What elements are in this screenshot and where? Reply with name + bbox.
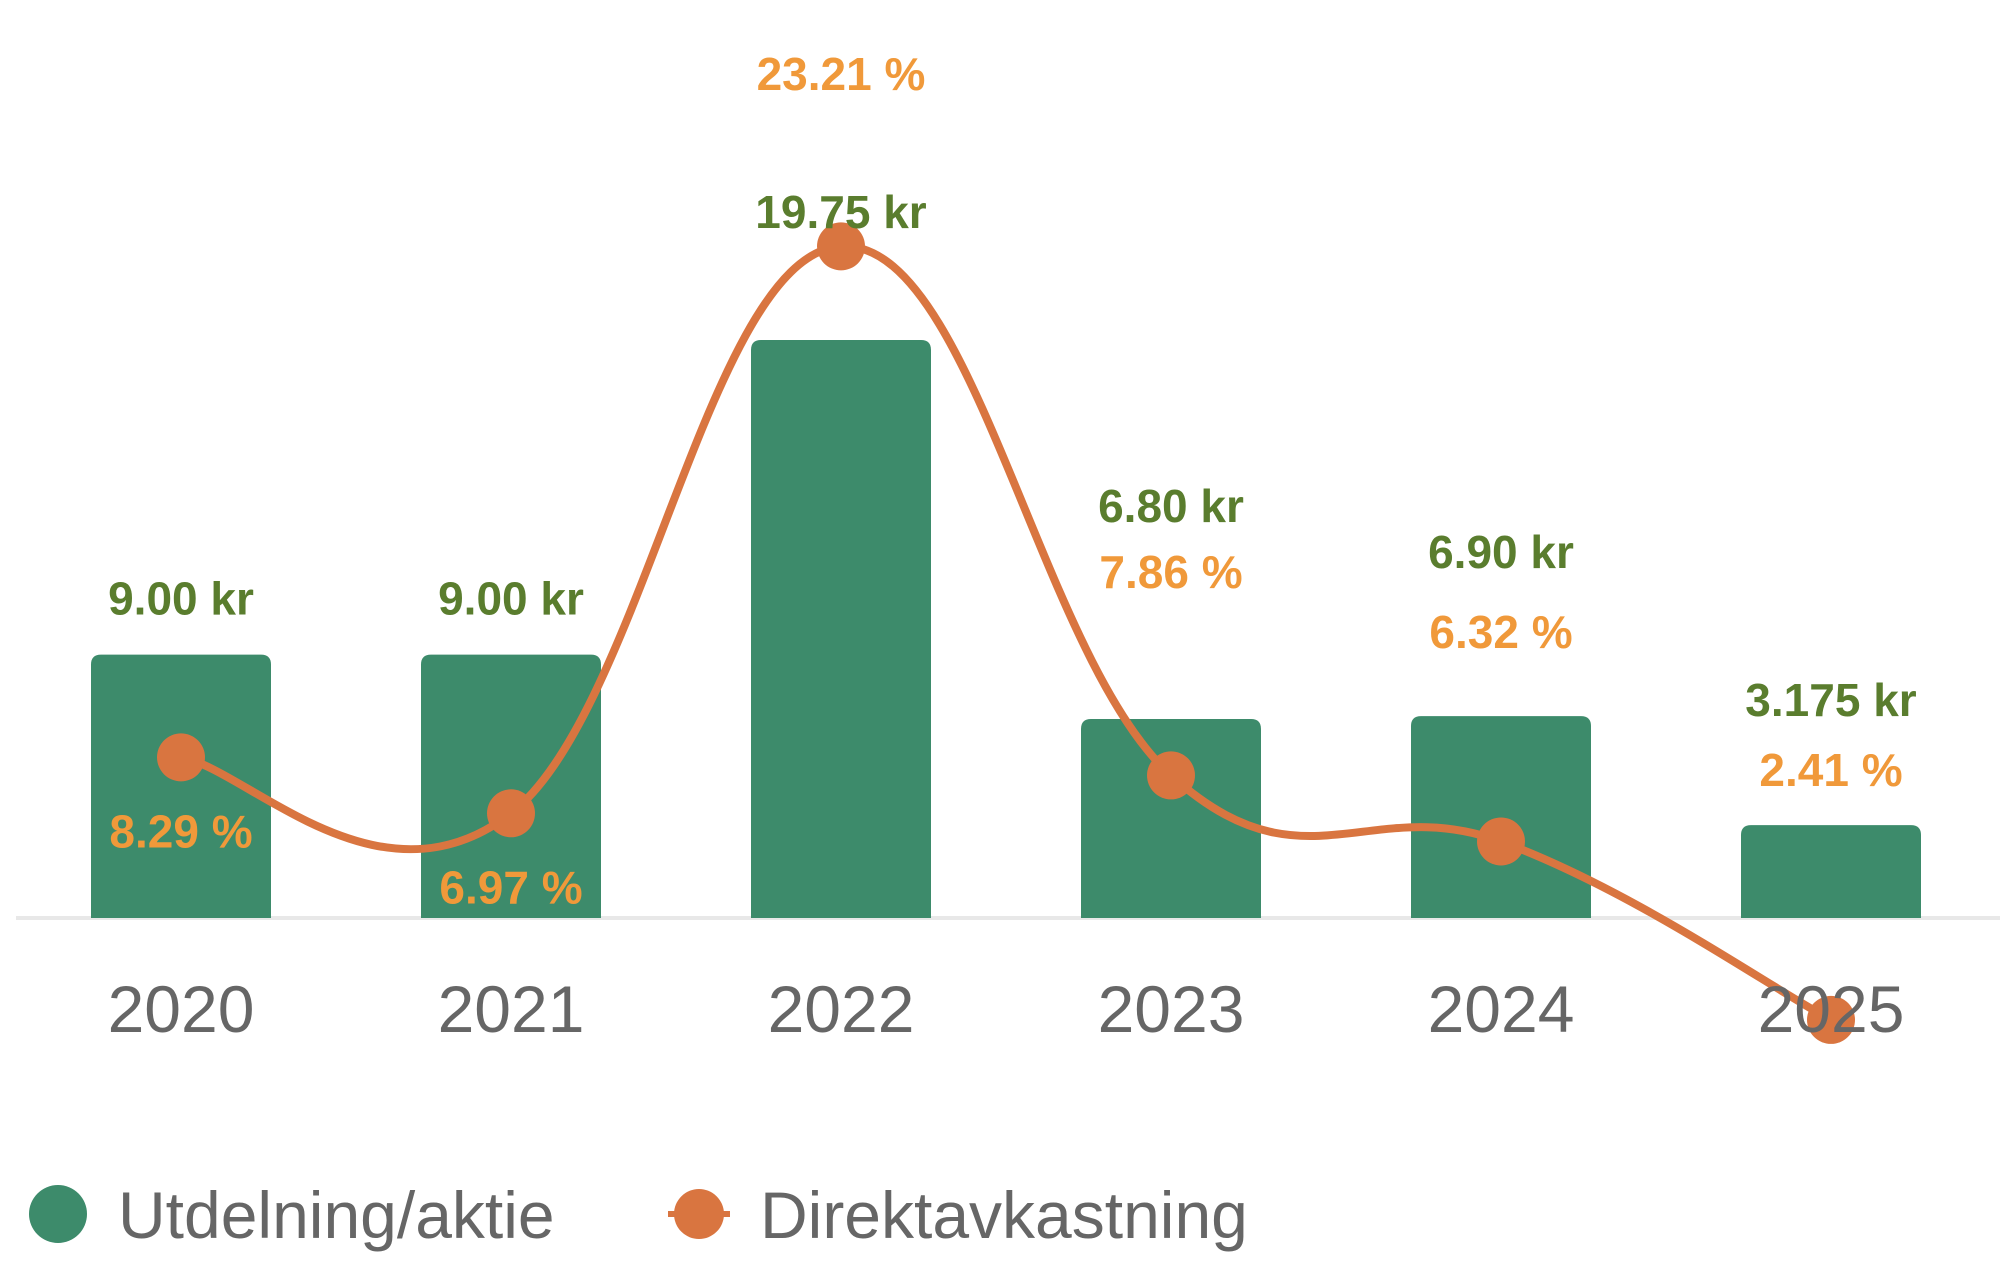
legend: Utdelning/aktie Direktavkastning xyxy=(29,1178,1248,1252)
yield-value-label-2025: 2.41 % xyxy=(1759,744,1902,796)
bar-value-label-2025: 3.175 kr xyxy=(1745,674,1916,726)
x-tick-2024: 2024 xyxy=(1428,972,1575,1046)
yield-point-2024[interactable] xyxy=(1477,817,1525,866)
yield-point-2022[interactable] xyxy=(817,222,865,271)
bar-2025[interactable] xyxy=(1741,825,1921,918)
legend-item-dividend[interactable]: Utdelning/aktie xyxy=(29,1178,555,1252)
bar-2023[interactable] xyxy=(1081,718,1261,918)
bar-value-label-2020: 9.00 kr xyxy=(108,573,254,625)
x-tick-2025: 2025 xyxy=(1758,972,1905,1046)
bar-2024[interactable] xyxy=(1411,716,1591,918)
legend-label-dividend: Utdelning/aktie xyxy=(118,1178,555,1252)
legend-marker-dividend xyxy=(29,1185,87,1243)
x-tick-2021: 2021 xyxy=(438,972,585,1046)
bar-value-label-2023: 6.80 kr xyxy=(1098,480,1244,532)
bar-value-label-2024: 6.90 kr xyxy=(1428,526,1574,578)
bar-2021[interactable] xyxy=(421,654,601,918)
legend-label-yield: Direktavkastning xyxy=(760,1178,1248,1252)
x-tick-2020: 2020 xyxy=(108,972,255,1046)
yield-value-label-2021: 6.97 % xyxy=(439,861,582,913)
legend-item-yield[interactable]: Direktavkastning xyxy=(668,1178,1248,1252)
yield-value-label-2020: 8.29 % xyxy=(109,805,252,857)
yield-value-label-2024: 6.32 % xyxy=(1429,606,1572,658)
yield-value-label-2022: 23.21 % xyxy=(757,48,926,100)
yield-point-2023[interactable] xyxy=(1147,751,1195,800)
bar-value-label-2021: 9.00 kr xyxy=(438,573,584,625)
yield-value-label-2023: 7.86 % xyxy=(1099,546,1242,598)
yield-point-2025[interactable] xyxy=(1807,995,1855,1044)
legend-marker-yield xyxy=(674,1189,724,1239)
yield-point-2020[interactable] xyxy=(157,733,205,782)
x-tick-2023: 2023 xyxy=(1098,972,1245,1046)
x-tick-2022: 2022 xyxy=(768,972,915,1046)
bar-2022[interactable] xyxy=(751,340,931,918)
yield-point-2021[interactable] xyxy=(487,789,535,838)
bar-value-label-2022: 19.75 kr xyxy=(755,186,926,238)
bar-2020[interactable] xyxy=(91,654,271,918)
